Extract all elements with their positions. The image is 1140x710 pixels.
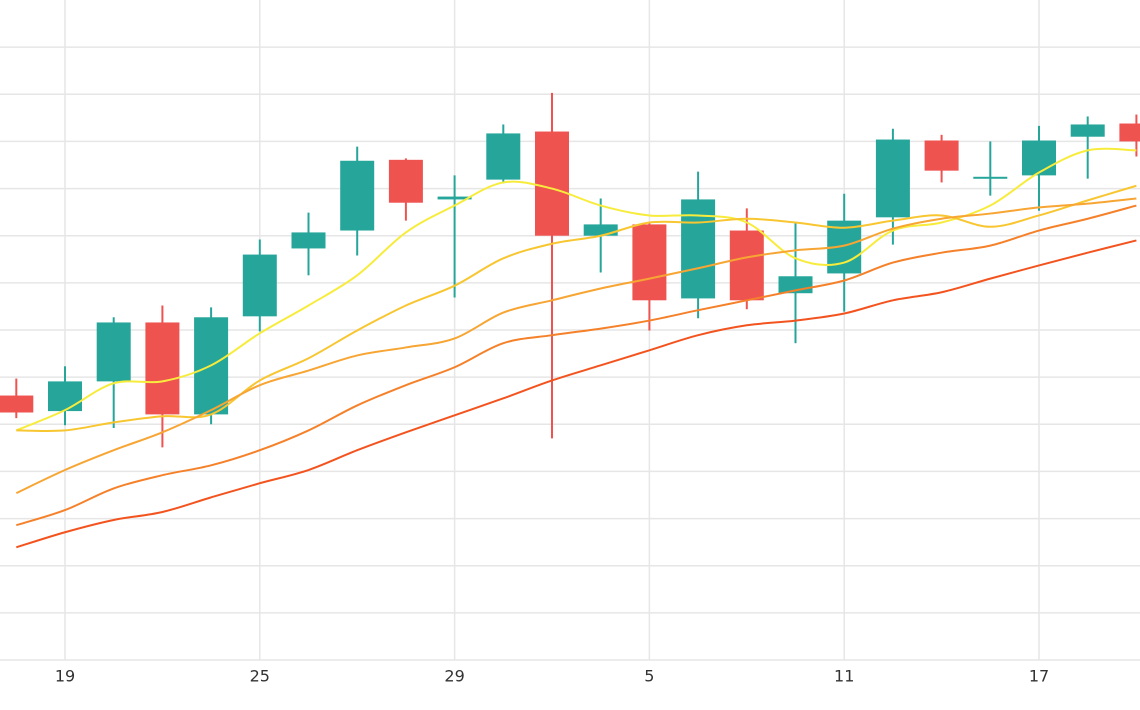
candle-body: [340, 160, 375, 231]
moving-average-line: [16, 204, 1137, 527]
moving-average-line: [15, 147, 1137, 432]
candle-body: [486, 133, 521, 180]
candle-body: [875, 139, 910, 218]
candle-body: [632, 224, 667, 301]
candle-body: [535, 131, 569, 236]
x-tick-label: 11: [834, 667, 854, 686]
x-tick-label: 25: [250, 667, 270, 686]
candle-body: [145, 322, 180, 415]
candle-body: [96, 322, 131, 382]
moving-average-line: [15, 197, 1137, 495]
candle-body: [583, 224, 618, 236]
candle-body: [924, 140, 959, 171]
candle-body: [1022, 140, 1056, 176]
x-tick-label: 17: [1029, 667, 1049, 686]
candle-body: [1070, 124, 1105, 137]
candle-body: [388, 159, 423, 203]
candle-body: [0, 395, 34, 413]
candle-body: [291, 232, 326, 249]
candle-body: [242, 254, 277, 317]
moving-average-line: [16, 184, 1137, 433]
x-tick-label: 5: [644, 667, 654, 686]
candle-body: [973, 176, 1008, 179]
x-tick-label: 29: [444, 667, 464, 686]
candle-body: [48, 381, 82, 412]
moving-average-line: [16, 239, 1137, 549]
x-tick-label: 19: [55, 667, 75, 686]
candle-body: [437, 196, 472, 200]
candle-body: [1119, 123, 1140, 142]
candle-body: [729, 230, 764, 301]
